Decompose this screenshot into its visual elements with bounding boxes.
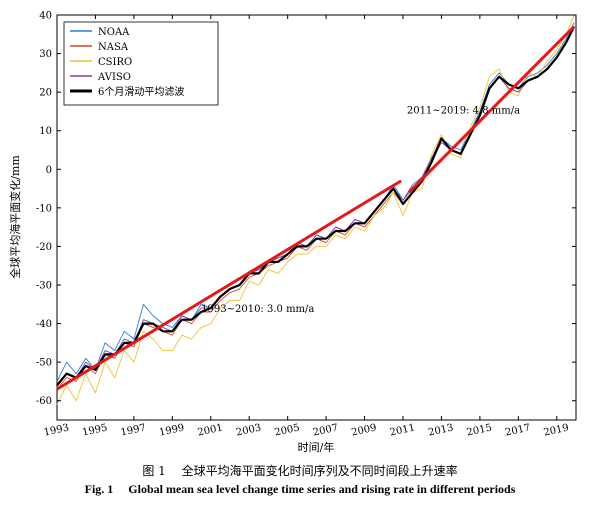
x-tick-label: 2011 xyxy=(389,423,416,439)
y-axis-label: 全球平均海平面变化/mm xyxy=(8,155,22,279)
legend: NOAA NASA CSIRO AVISO 6个月滑动平均滤波 xyxy=(63,21,219,106)
caption-cn-text: 全球平均海平面变化时间序列及不同时间段上升速率 xyxy=(181,464,458,478)
series-layer xyxy=(56,14,576,405)
trend-line-2 xyxy=(407,25,576,194)
annotation-layer: 2011~2019: 4.8 mm/a 1993~2010: 3.0 mm/a xyxy=(201,105,520,315)
legend-entry: 6个月滑动平均滤波 xyxy=(98,85,184,98)
caption-en-label: Fig. 1 xyxy=(84,482,114,496)
x-tick-label: 2017 xyxy=(504,423,531,439)
x-axis-label: 时间/年 xyxy=(298,440,335,454)
y-tick-label: -20 xyxy=(36,242,52,253)
figure-caption-chinese: 图 1 全球平均海平面变化时间序列及不同时间段上升速率 xyxy=(0,462,600,479)
legend-entry: AVISO xyxy=(97,72,131,83)
sea-level-chart: 1993 1995 1997 1999 2001 2003 2005 2007 2009 2011… xyxy=(8,11,577,454)
y-tick-label: -60 xyxy=(36,396,52,407)
y-tick-label: 10 xyxy=(39,126,52,137)
figure-caption-english: Fig. 1 Global mean sea level change time… xyxy=(0,482,600,497)
x-tick-label: 1997 xyxy=(120,423,147,439)
legend-entry: NOAA xyxy=(98,27,130,38)
trend-line-1 xyxy=(56,179,402,391)
plot-frame xyxy=(56,14,577,421)
y-tick-label: 20 xyxy=(39,88,52,99)
tick-layer: 1993 1995 1997 1999 2001 2003 2005 2007 2009 2011… xyxy=(36,11,576,439)
x-tick-label: 2003 xyxy=(235,423,262,439)
x-tick-label: 2019 xyxy=(543,423,570,439)
y-tick-label: -50 xyxy=(36,358,52,369)
x-tick-label: 2015 xyxy=(466,423,493,439)
x-tick-label: 2001 xyxy=(197,423,224,439)
x-tick-label: 2009 xyxy=(350,423,377,439)
series-line-6个月滑动平均滤波 xyxy=(56,26,576,387)
x-tick-label: 2005 xyxy=(274,423,301,439)
rate-annotation-1: 2011~2019: 4.8 mm/a xyxy=(407,105,520,116)
y-tick-label: -30 xyxy=(36,281,52,292)
x-tick-label: 1995 xyxy=(81,423,108,439)
legend-entry: NASA xyxy=(98,42,129,53)
y-tick-label: -10 xyxy=(36,203,52,214)
series-line-CSIRO xyxy=(56,14,575,405)
trend-layer xyxy=(56,25,576,391)
caption-en-text: Global mean sea level change time series… xyxy=(128,482,516,496)
y-tick-label: 40 xyxy=(39,11,52,22)
caption-cn-label: 图 1 xyxy=(142,464,166,478)
x-tick-label: 1999 xyxy=(158,423,185,439)
legend-entry: CSIRO xyxy=(98,57,132,68)
y-tick-label: 30 xyxy=(39,49,52,60)
y-tick-label: 0 xyxy=(46,165,52,176)
x-tick-label: 1993 xyxy=(43,423,70,439)
y-tick-label: -40 xyxy=(36,319,52,330)
x-tick-label: 2013 xyxy=(427,423,454,439)
x-tick-label: 2007 xyxy=(312,423,339,439)
rate-annotation-2: 1993~2010: 3.0 mm/a xyxy=(201,304,314,315)
